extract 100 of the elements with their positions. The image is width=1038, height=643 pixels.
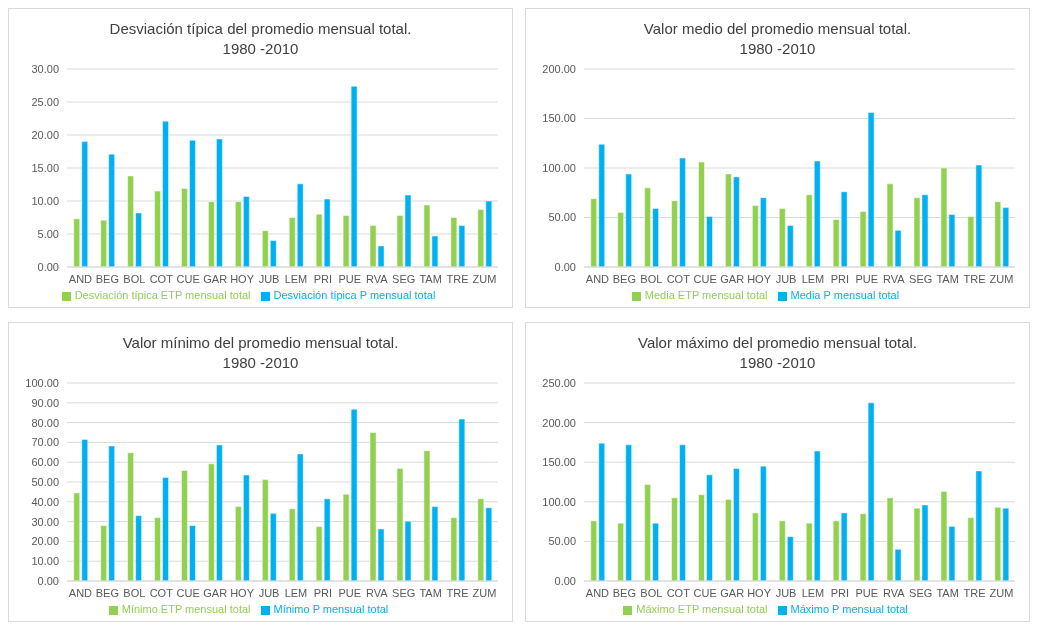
x-tick-label: GAR xyxy=(720,586,745,599)
x-tick-label: TRE xyxy=(446,272,469,285)
chart-subtitle: 1980 -2010 xyxy=(738,39,817,59)
y-tick-label: 80.00 xyxy=(31,416,59,429)
y-tick-label: 50.00 xyxy=(31,475,59,488)
x-tick-label: JUB xyxy=(258,272,280,285)
y-tick-label: 250.00 xyxy=(542,376,576,389)
x-tick-label: LEM xyxy=(284,272,308,285)
x-tick-label: ZUM xyxy=(472,272,497,285)
chart-subtitle: 1980 -2010 xyxy=(221,39,300,59)
x-tick-label: RVA xyxy=(882,586,906,599)
x-tick-label: RVA xyxy=(882,272,906,285)
y-tick-label: 70.00 xyxy=(31,436,59,449)
x-tick-label: AND xyxy=(68,586,93,599)
y-tick-label: 10.00 xyxy=(31,194,59,207)
y-tick-label: 100.00 xyxy=(25,376,59,389)
chart-subtitle: 1980 -2010 xyxy=(221,353,300,373)
y-tick-label: 20.00 xyxy=(31,128,59,141)
x-tick-label: PUE xyxy=(338,272,362,285)
legend-label: Máximo P mensual total xyxy=(790,603,908,615)
chart-title: Valor mínimo del promedio mensual total. xyxy=(121,333,400,353)
x-tick-label: AND xyxy=(585,586,610,599)
x-tick-label: TAM xyxy=(419,272,442,285)
y-tick-label: 50.00 xyxy=(548,535,576,548)
x-tick-label: RVA xyxy=(365,272,389,285)
x-tick-label: GAR xyxy=(203,272,228,285)
x-tick-label: COT xyxy=(149,586,174,599)
y-tick-label: 0.00 xyxy=(554,260,576,273)
x-tick-label: BEG xyxy=(612,272,637,285)
y-tick-label: 30.00 xyxy=(31,62,59,75)
x-tick-label: TRE xyxy=(963,586,986,599)
x-tick-label: BOL xyxy=(640,272,663,285)
x-tick-label: PRI xyxy=(830,272,850,285)
x-tick-label: PUE xyxy=(855,272,879,285)
x-tick-label: BOL xyxy=(640,586,663,599)
legend-label: Desviación típica ETP mensual total xyxy=(74,289,251,301)
x-tick-label: CUE xyxy=(176,272,200,285)
legend-label: Desviación típica P mensual total xyxy=(273,289,436,301)
x-tick-label: TRE xyxy=(446,586,469,599)
x-tick-label: CUE xyxy=(176,586,200,599)
x-tick-label: PRI xyxy=(313,272,333,285)
y-tick-label: 200.00 xyxy=(542,416,576,429)
legend-label: Media ETP mensual total xyxy=(644,289,768,301)
y-tick-label: 150.00 xyxy=(542,112,576,125)
x-tick-label: PRI xyxy=(313,586,333,599)
y-tick-label: 0.00 xyxy=(37,574,59,587)
x-tick-label: COT xyxy=(666,272,691,285)
y-tick-label: 30.00 xyxy=(31,515,59,528)
x-tick-label: ZUM xyxy=(989,272,1014,285)
x-tick-label: PRI xyxy=(830,586,850,599)
y-tick-label: 100.00 xyxy=(542,161,576,174)
chart-title: Desviación típica del promedio mensual total. xyxy=(108,19,413,39)
x-tick-label: HOY xyxy=(747,272,772,285)
chart-subtitle: 1980 -2010 xyxy=(738,353,817,373)
x-tick-label: CUE xyxy=(693,586,717,599)
y-tick-label: 90.00 xyxy=(31,396,59,409)
x-tick-label: HOY xyxy=(230,586,255,599)
y-tick-label: 0.00 xyxy=(554,574,576,587)
x-tick-label: COT xyxy=(149,272,174,285)
x-tick-label: PUE xyxy=(855,586,879,599)
y-tick-label: 50.00 xyxy=(548,211,576,224)
x-tick-label: JUB xyxy=(775,272,797,285)
x-tick-label: CUE xyxy=(693,272,717,285)
x-tick-label: AND xyxy=(68,272,93,285)
x-tick-label: TAM xyxy=(419,586,442,599)
x-tick-label: GAR xyxy=(203,586,228,599)
x-tick-label: JUB xyxy=(775,586,797,599)
y-tick-label: 15.00 xyxy=(31,161,59,174)
x-tick-label: HOY xyxy=(230,272,255,285)
y-tick-label: 100.00 xyxy=(542,495,576,508)
y-tick-label: 40.00 xyxy=(31,495,59,508)
x-tick-label: LEM xyxy=(801,586,825,599)
x-tick-label: SEG xyxy=(392,272,416,285)
x-tick-label: RVA xyxy=(365,586,389,599)
x-tick-label: SEG xyxy=(909,586,933,599)
legend-label: Mínimo P mensual total xyxy=(273,603,389,615)
chart-title: Valor medio del promedio mensual total. xyxy=(642,19,913,39)
legend-label: Mínimo ETP mensual total xyxy=(121,603,251,615)
legend-label: Máximo ETP mensual total xyxy=(636,603,768,615)
x-tick-label: BOL xyxy=(123,272,146,285)
x-tick-label: TAM xyxy=(936,272,959,285)
legend-label: Media P mensual total xyxy=(790,289,900,301)
x-tick-label: HOY xyxy=(747,586,772,599)
x-tick-label: COT xyxy=(666,586,691,599)
x-tick-label: GAR xyxy=(720,272,745,285)
x-tick-label: JUB xyxy=(258,586,280,599)
y-tick-label: 25.00 xyxy=(31,95,59,108)
y-tick-label: 0.00 xyxy=(37,260,59,273)
x-tick-label: SEG xyxy=(909,272,933,285)
x-tick-label: TRE xyxy=(963,272,986,285)
x-tick-label: BEG xyxy=(95,586,120,599)
x-tick-label: ZUM xyxy=(989,586,1014,599)
x-tick-label: BEG xyxy=(95,272,120,285)
x-tick-label: TAM xyxy=(936,586,959,599)
chart-title: Valor máximo del promedio mensual total. xyxy=(637,333,918,353)
x-tick-label: PUE xyxy=(338,586,362,599)
y-tick-label: 5.00 xyxy=(37,227,59,240)
x-tick-label: LEM xyxy=(284,586,308,599)
x-tick-label: AND xyxy=(585,272,610,285)
y-tick-label: 60.00 xyxy=(31,456,59,469)
